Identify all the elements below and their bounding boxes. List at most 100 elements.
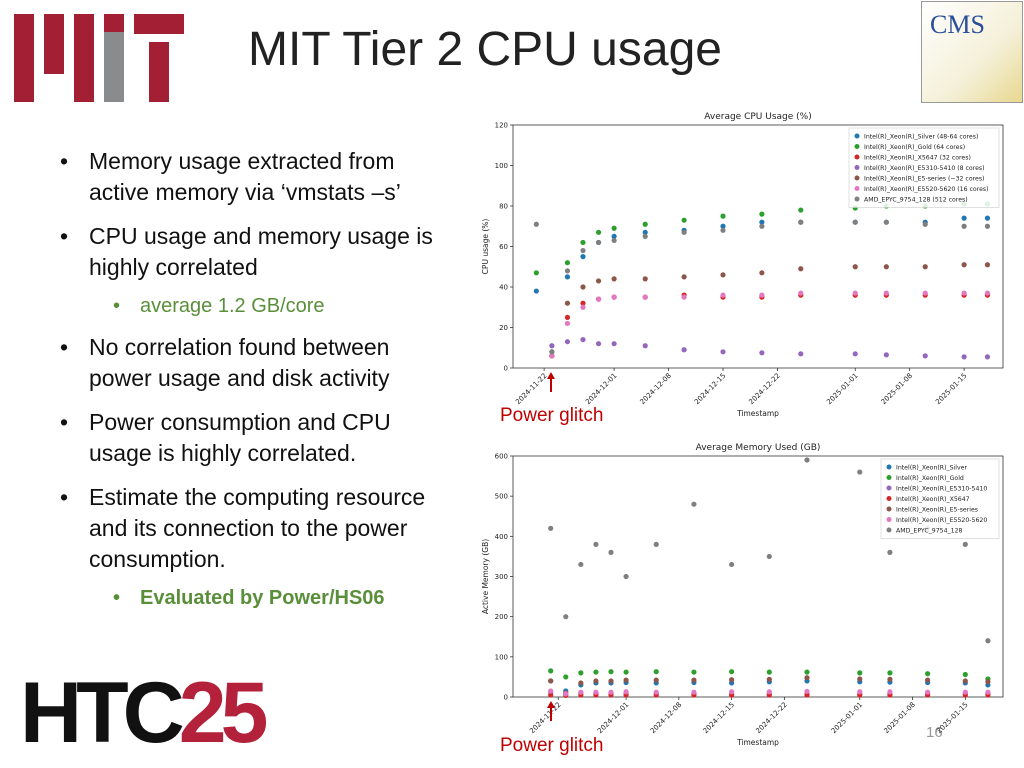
data-point <box>549 349 555 355</box>
data-point <box>691 689 697 695</box>
data-point <box>985 638 991 644</box>
data-point <box>564 274 571 280</box>
data-point <box>922 290 928 296</box>
data-point <box>681 274 687 280</box>
data-point <box>852 219 858 225</box>
data-point <box>720 223 726 229</box>
annotation-arrowhead <box>547 372 555 379</box>
data-point <box>681 217 687 223</box>
data-point <box>608 678 614 684</box>
htc-logo-number: 25 <box>178 665 269 761</box>
data-point <box>580 300 586 306</box>
data-point <box>563 691 569 697</box>
data-point <box>729 669 735 675</box>
y-axis-label: CPU usage (%) <box>481 219 490 275</box>
bullet: No correlation found between power usage… <box>60 332 445 394</box>
legend-label: Intel(R)_Xeon(R)_Silver <box>896 464 967 471</box>
slide-title: MIT Tier 2 CPU usage <box>248 23 722 76</box>
data-point <box>611 276 617 282</box>
data-point <box>595 239 602 246</box>
legend-label: Intel(R)_Xeon(R)_Gold <box>896 475 964 482</box>
data-point <box>623 689 629 695</box>
data-point <box>804 688 810 694</box>
legend-marker <box>854 175 860 181</box>
y-tick-label: 600 <box>495 453 508 461</box>
data-point <box>962 678 968 684</box>
data-point <box>798 266 804 272</box>
annotation: Power glitch <box>500 735 604 756</box>
data-point <box>548 525 554 531</box>
data-point <box>759 223 765 229</box>
htc-logo: HTC25 <box>20 664 269 763</box>
bullet: average 1.2 GB/core <box>60 292 445 320</box>
legend-marker <box>854 165 860 170</box>
data-point <box>593 689 599 695</box>
y-tick-label: 120 <box>495 122 508 130</box>
y-tick-label: 400 <box>495 533 508 541</box>
chart-title: Average CPU Usage (%) <box>704 112 811 122</box>
data-point <box>883 264 889 270</box>
data-point <box>883 290 889 296</box>
data-point <box>563 674 569 680</box>
data-point <box>580 247 586 254</box>
x-axis-label: Timestamp <box>736 738 779 747</box>
data-point <box>608 689 614 695</box>
data-point <box>887 676 893 682</box>
htc-logo-text: HTC <box>20 665 185 761</box>
data-point <box>593 669 599 675</box>
x-tick-label: 2025-01-08 <box>880 372 914 406</box>
data-point <box>857 676 863 682</box>
data-point <box>798 351 804 357</box>
x-tick-label: 2025-01-08 <box>883 701 917 735</box>
data-point <box>984 262 991 268</box>
data-point <box>961 262 967 268</box>
y-tick-label: 500 <box>495 493 508 501</box>
data-point <box>984 354 991 360</box>
x-tick-label: 2024-12-08 <box>639 372 673 406</box>
data-point <box>766 689 772 695</box>
x-axis-label: Timestamp <box>736 409 779 418</box>
data-point <box>642 233 648 239</box>
data-point <box>578 680 584 686</box>
data-point <box>578 561 584 568</box>
data-point <box>578 689 584 695</box>
data-point <box>852 290 858 296</box>
legend-marker <box>886 485 892 491</box>
data-point <box>759 350 765 356</box>
legend-label: Intel(R)_Xeon(R)_E5310-5410 (8 cores) <box>864 165 985 172</box>
data-point <box>533 270 539 276</box>
legend-label: AMD_EPYC_9754_128 <box>896 527 963 534</box>
x-tick-label: 2025-01-01 <box>825 372 859 406</box>
bullet: Estimate the computing resource and its … <box>60 482 445 575</box>
data-point <box>564 320 571 327</box>
data-point <box>759 270 765 276</box>
data-point <box>595 229 602 235</box>
y-tick-label: 0 <box>504 694 508 702</box>
x-tick-label: 2024-12-08 <box>649 701 683 735</box>
data-point <box>857 689 863 695</box>
x-tick-label: 2024-12-15 <box>693 372 727 406</box>
data-point <box>759 292 765 298</box>
legend-label: Intel(R)_Xeon(R)_E5310-5410 <box>896 485 987 492</box>
data-point <box>925 677 931 683</box>
data-point <box>611 237 617 244</box>
legend-marker <box>854 144 860 149</box>
legend-marker <box>854 186 860 191</box>
legend-label: Intel(R)_Xeon(R)_E5-series (~32 cores) <box>864 175 984 182</box>
data-point <box>883 352 889 358</box>
data-point <box>608 549 614 556</box>
data-point <box>653 677 659 683</box>
legend-marker <box>886 475 892 480</box>
data-point <box>548 688 554 694</box>
x-tick-label: 2024-12-22 <box>754 701 788 735</box>
data-point <box>623 677 629 683</box>
data-point <box>922 264 928 270</box>
data-point <box>798 219 804 225</box>
data-point <box>766 676 772 682</box>
data-point <box>729 677 735 683</box>
data-point <box>549 353 555 359</box>
annotation-arrowhead <box>547 701 555 708</box>
legend-label: Intel(R)_Xeon(R)_Silver (48-64 cores) <box>864 133 978 140</box>
y-tick-label: 80 <box>499 203 508 211</box>
data-point <box>887 689 893 695</box>
